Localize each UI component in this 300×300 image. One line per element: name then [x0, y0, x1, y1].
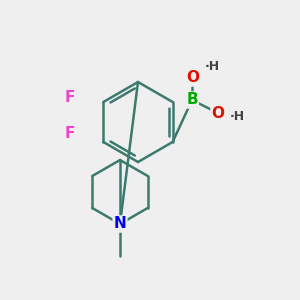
Text: N: N: [114, 217, 126, 232]
Text: ·H: ·H: [205, 59, 220, 73]
Text: O: O: [187, 70, 200, 86]
Text: F: F: [65, 91, 75, 106]
Text: B: B: [186, 92, 198, 107]
Text: F: F: [65, 127, 75, 142]
Text: O: O: [212, 106, 224, 121]
Text: ·H: ·H: [230, 110, 245, 124]
